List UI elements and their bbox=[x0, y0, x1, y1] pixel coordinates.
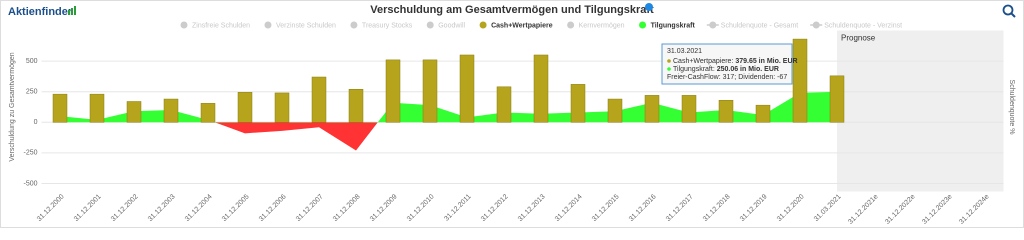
legend-label: Schuldenquote - Gesamt bbox=[721, 22, 798, 29]
bar bbox=[385, 59, 401, 123]
legend-item[interactable]: Zinsfreie Schulden bbox=[180, 21, 251, 30]
bar bbox=[533, 54, 549, 123]
chart: Aktienfinder Verschuldung am Gesamtvermö… bbox=[0, 0, 1024, 228]
legend: Zinsfreie Schulden Verzinste Schulden Trea… bbox=[180, 21, 902, 30]
bar bbox=[274, 92, 290, 123]
y-tick-label: -500 bbox=[23, 180, 37, 187]
area bbox=[60, 91, 837, 151]
legend-label: Kernvermögen bbox=[579, 22, 625, 29]
legend-item[interactable]: Treasury Stocks bbox=[350, 21, 413, 30]
bar bbox=[496, 86, 512, 123]
legend-item[interactable]: Goodwill bbox=[426, 21, 466, 30]
legend-marker bbox=[180, 21, 188, 29]
bar bbox=[681, 95, 697, 123]
legend-marker bbox=[709, 21, 717, 29]
tooltip-line: Cash+Wertpapiere: 379.65 in Mio. EUR bbox=[673, 58, 798, 65]
tooltip-dot bbox=[667, 67, 671, 71]
bar bbox=[200, 103, 216, 123]
y2-axis-title: Schuldenquote % bbox=[1008, 80, 1015, 135]
legend-label: Cash+Wertpapiere bbox=[491, 22, 553, 29]
legend-marker bbox=[264, 21, 272, 29]
legend-label: Verzinste Schulden bbox=[276, 22, 336, 29]
plot-area: Prognose -500 -250 0 250 500 Verschuldung zu G… bbox=[9, 30, 1015, 226]
info-icon[interactable] bbox=[645, 3, 653, 11]
tooltip-value: 379.65 in Mio. EUR bbox=[735, 58, 797, 65]
bar bbox=[792, 38, 808, 123]
tooltip-value: 250.06 in Mio. EUR bbox=[717, 66, 779, 73]
tooltip-line: Tilgungskraft: 250.06 in Mio. EUR bbox=[673, 66, 779, 73]
forecast-band bbox=[837, 30, 1004, 192]
bar bbox=[755, 104, 771, 123]
y-tick-label: 500 bbox=[26, 58, 38, 65]
tooltip-dot bbox=[667, 59, 671, 63]
tooltip-box bbox=[661, 43, 793, 85]
tooltip-title: 31.03.2021 bbox=[667, 48, 702, 55]
y-tick-label: 250 bbox=[26, 89, 38, 96]
bar bbox=[52, 93, 68, 123]
legend-label: Tilgungskraft bbox=[651, 22, 696, 29]
legend-item[interactable]: Cash+Wertpapiere bbox=[479, 21, 553, 30]
bar bbox=[829, 75, 845, 123]
legend-marker bbox=[479, 21, 487, 29]
legend-label: Zinsfreie Schulden bbox=[192, 22, 250, 29]
bar bbox=[718, 100, 734, 123]
logo: Aktienfinder bbox=[8, 6, 73, 18]
legend-label: Treasury Stocks bbox=[362, 22, 413, 29]
logo-icon bbox=[68, 6, 76, 15]
legend-marker bbox=[350, 21, 358, 29]
bar bbox=[644, 95, 660, 123]
y-tick-label: 0 bbox=[34, 119, 38, 126]
legend-item[interactable]: Schuldenquote - Gesamt bbox=[706, 21, 798, 30]
legend-item[interactable]: Kernvermögen bbox=[567, 21, 625, 30]
bar bbox=[163, 98, 179, 123]
legend-marker bbox=[567, 21, 575, 29]
tooltip-label: Tilgungskraft: bbox=[673, 66, 717, 73]
bar bbox=[311, 76, 327, 123]
tooltip-label: Cash+Wertpapiere: bbox=[673, 58, 735, 65]
bar bbox=[348, 89, 364, 123]
bar bbox=[459, 54, 475, 123]
bar bbox=[422, 59, 438, 123]
legend-item[interactable]: Verzinste Schulden bbox=[264, 21, 336, 30]
bar bbox=[126, 101, 142, 123]
legend-marker bbox=[812, 21, 820, 29]
bar bbox=[237, 92, 253, 123]
legend-item[interactable]: Schuldenquote - Verzinst bbox=[810, 21, 902, 30]
legend-marker bbox=[426, 21, 434, 29]
tooltip-note: Freier-CashFlow: 317; Dividenden: -67 bbox=[667, 74, 787, 81]
y-tick-label: -250 bbox=[23, 150, 37, 157]
forecast-label: Prognose bbox=[841, 34, 876, 43]
legend-marker bbox=[639, 21, 647, 29]
tooltip: 31.03.2021 Cash+Wertpapiere: 379.65 in Mi… bbox=[661, 43, 798, 85]
bar bbox=[607, 98, 623, 123]
legend-item[interactable]: Tilgungskraft bbox=[639, 21, 696, 30]
chart-title: Verschuldung am Gesamtvermögen und Tilgu… bbox=[370, 4, 654, 16]
legend-label: Schuldenquote - Verzinst bbox=[824, 22, 902, 29]
bar bbox=[570, 84, 586, 123]
y-axis-title: Verschuldung zu Gesamtvermögen bbox=[9, 52, 16, 161]
zoom-button[interactable] bbox=[1002, 4, 1016, 18]
bar bbox=[89, 93, 105, 123]
legend-label: Goodwill bbox=[438, 22, 465, 29]
